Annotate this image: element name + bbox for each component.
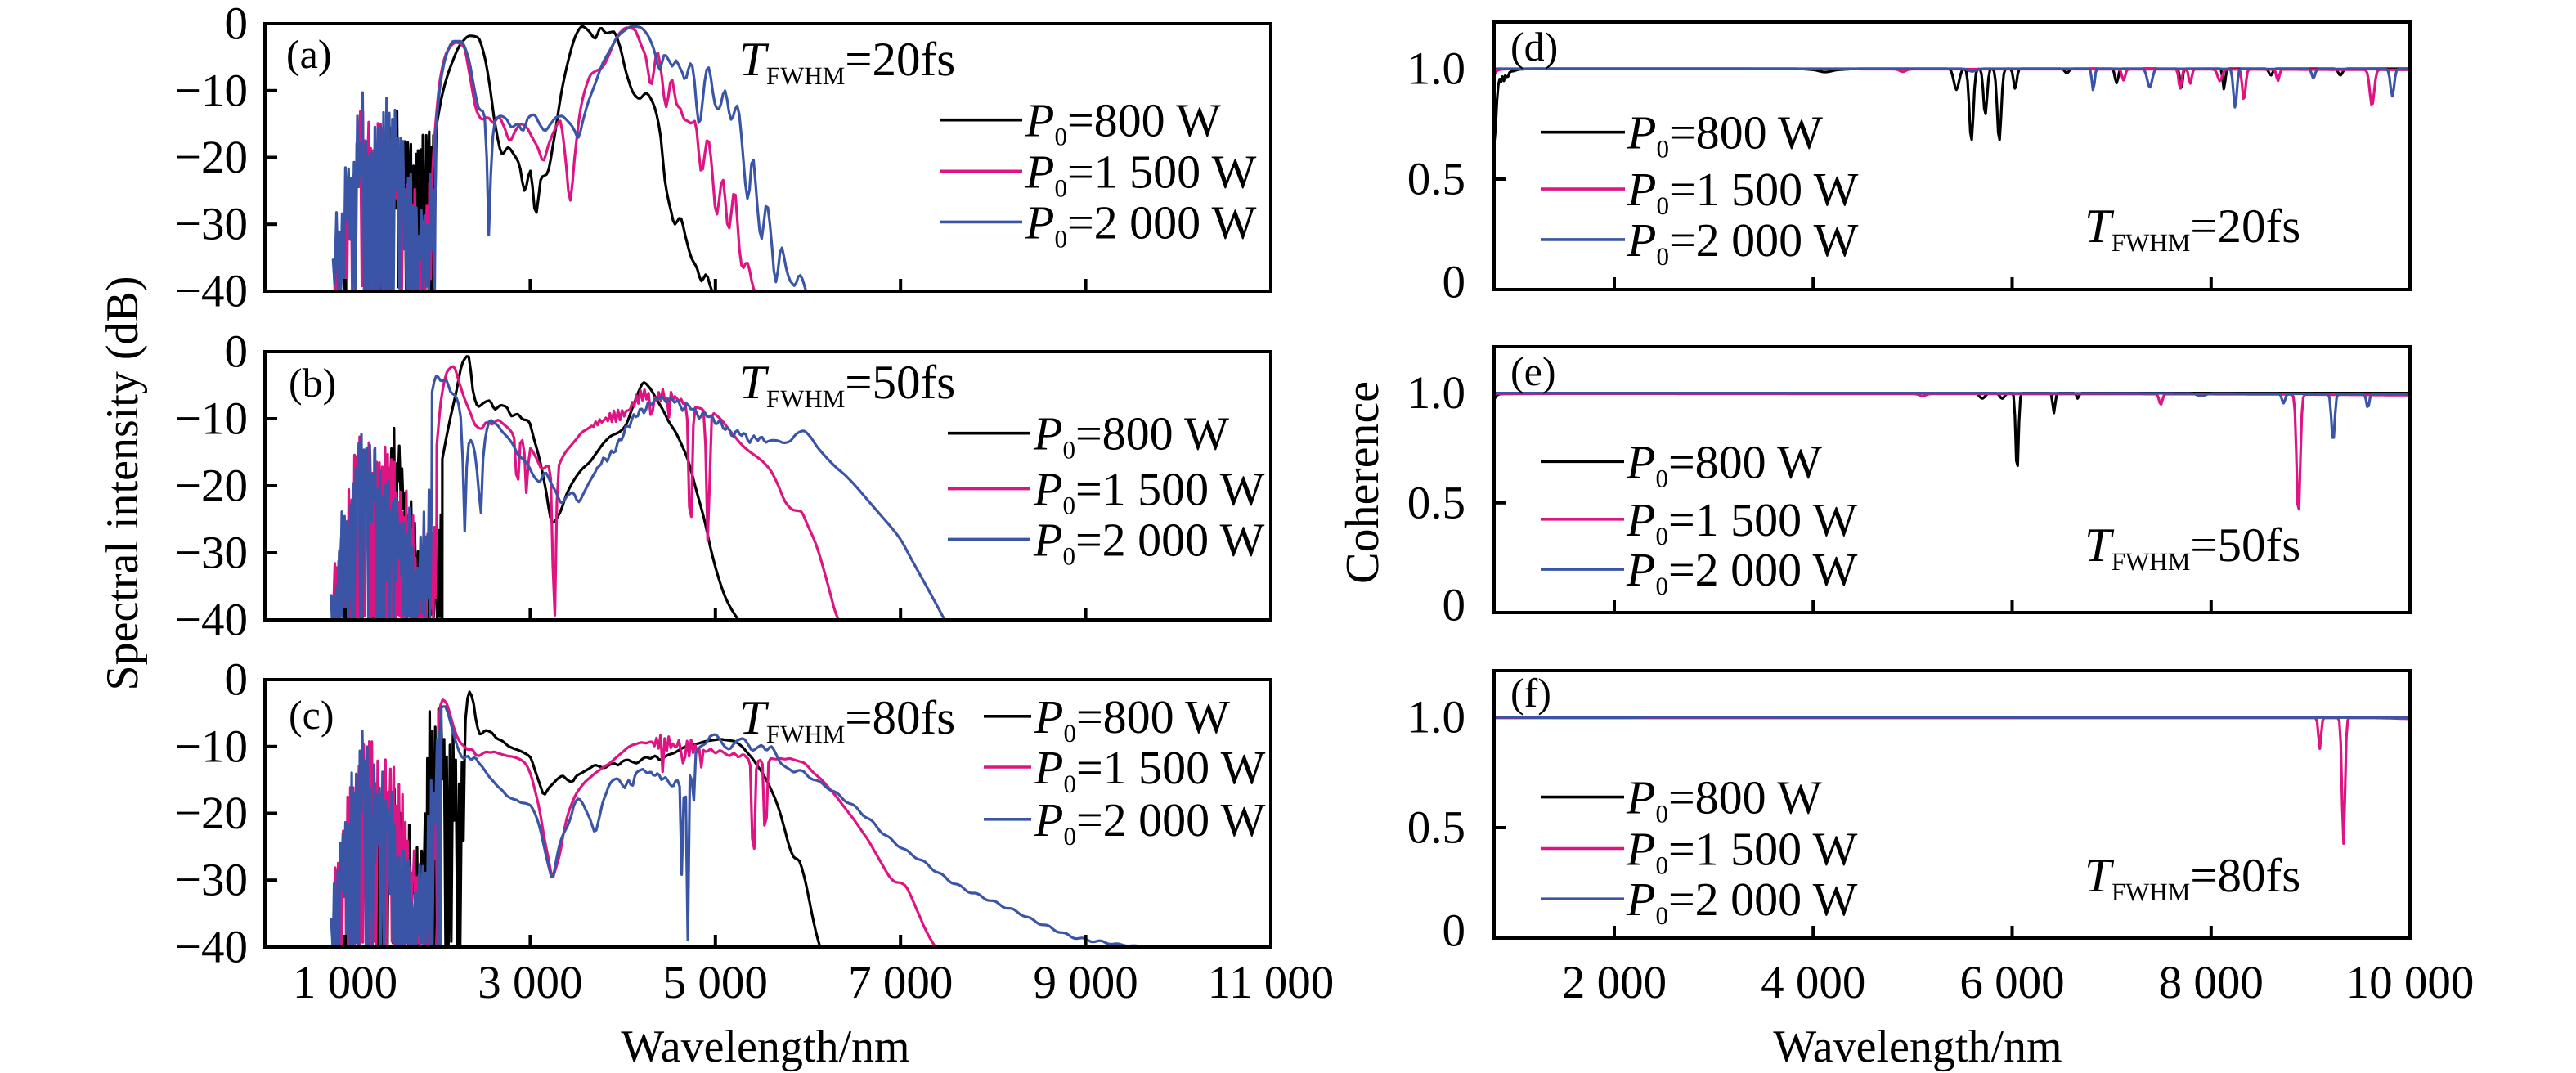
svg-text:−10: −10 xyxy=(175,721,248,772)
svg-text:1.0: 1.0 xyxy=(1407,692,1465,743)
svg-text:(b): (b) xyxy=(289,360,336,406)
svg-text:2 000: 2 000 xyxy=(1562,957,1667,1008)
svg-text:TFWHM=20fs: TFWHM=20fs xyxy=(2085,199,2300,257)
svg-text:7 000: 7 000 xyxy=(848,957,953,1008)
svg-text:(c): (c) xyxy=(289,692,334,738)
svg-text:(f): (f) xyxy=(1510,670,1551,716)
svg-text:P0=1 500 W: P0=1 500 W xyxy=(1033,463,1265,520)
svg-text:P0=1 500 W: P0=1 500 W xyxy=(1627,163,1859,220)
svg-text:0: 0 xyxy=(225,654,249,706)
svg-text:P0=1 500 W: P0=1 500 W xyxy=(1034,741,1266,798)
svg-text:−20: −20 xyxy=(175,788,248,839)
svg-text:TFWHM=80fs: TFWHM=80fs xyxy=(739,690,955,748)
svg-text:P0=1 500 W: P0=1 500 W xyxy=(1626,493,1858,550)
svg-text:0.5: 0.5 xyxy=(1407,154,1465,205)
svg-text:(a): (a) xyxy=(286,31,332,77)
svg-text:1.0: 1.0 xyxy=(1407,367,1465,419)
svg-text:P0=800 W: P0=800 W xyxy=(1626,771,1822,828)
svg-text:0.5: 0.5 xyxy=(1407,477,1465,528)
svg-text:0: 0 xyxy=(225,326,249,378)
svg-text:5 000: 5 000 xyxy=(663,957,768,1008)
svg-text:8 000: 8 000 xyxy=(2159,957,2264,1008)
svg-text:4 000: 4 000 xyxy=(1761,957,1865,1008)
svg-text:1 000: 1 000 xyxy=(293,957,397,1008)
svg-text:P0=1 500 W: P0=1 500 W xyxy=(1025,145,1257,202)
svg-text:(e): (e) xyxy=(1510,348,1556,394)
svg-text:1.0: 1.0 xyxy=(1407,43,1465,95)
svg-text:TFWHM=50fs: TFWHM=50fs xyxy=(739,355,955,413)
svg-text:−10: −10 xyxy=(175,65,248,116)
svg-text:P0=2 000 W: P0=2 000 W xyxy=(1627,213,1859,271)
svg-text:−20: −20 xyxy=(175,460,248,512)
svg-text:(d): (d) xyxy=(1510,24,1558,70)
svg-text:P0=2 000 W: P0=2 000 W xyxy=(1626,543,1858,600)
svg-text:P0=2 000 W: P0=2 000 W xyxy=(1034,793,1266,851)
svg-text:−40: −40 xyxy=(175,922,248,973)
svg-text:0: 0 xyxy=(1443,905,1466,957)
svg-text:−40: −40 xyxy=(175,595,248,646)
svg-text:P0=2 000 W: P0=2 000 W xyxy=(1626,873,1858,930)
svg-text:Wavelength/nm: Wavelength/nm xyxy=(621,1021,909,1072)
svg-text:0: 0 xyxy=(1443,580,1466,631)
svg-text:P0=800 W: P0=800 W xyxy=(1025,94,1221,151)
svg-text:TFWHM=50fs: TFWHM=50fs xyxy=(2085,518,2300,576)
svg-text:P0=2 000 W: P0=2 000 W xyxy=(1033,513,1265,570)
svg-text:−10: −10 xyxy=(175,393,248,445)
svg-text:TFWHM=20fs: TFWHM=20fs xyxy=(739,32,955,90)
svg-text:P0=800 W: P0=800 W xyxy=(1626,435,1822,492)
svg-text:P0=800 W: P0=800 W xyxy=(1627,106,1823,164)
svg-text:P0=800 W: P0=800 W xyxy=(1033,407,1229,465)
svg-text:P0=2 000 W: P0=2 000 W xyxy=(1025,195,1257,253)
svg-text:Coherence: Coherence xyxy=(1335,381,1389,584)
svg-text:TFWHM=80fs: TFWHM=80fs xyxy=(2085,848,2300,906)
svg-text:0: 0 xyxy=(1443,257,1466,308)
svg-text:3 000: 3 000 xyxy=(478,957,582,1008)
svg-text:P0=1 500 W: P0=1 500 W xyxy=(1626,823,1858,880)
svg-text:−20: −20 xyxy=(175,132,248,183)
svg-text:Spectral intensity (dB): Spectral intensity (dB) xyxy=(97,276,148,690)
svg-text:P0=800 W: P0=800 W xyxy=(1034,690,1230,748)
svg-text:Wavelength/nm: Wavelength/nm xyxy=(1773,1021,2062,1072)
svg-text:6 000: 6 000 xyxy=(1959,957,2064,1008)
svg-text:−40: −40 xyxy=(175,266,248,317)
svg-text:0.5: 0.5 xyxy=(1407,802,1465,854)
svg-text:9 000: 9 000 xyxy=(1033,957,1138,1008)
svg-text:11 000: 11 000 xyxy=(1208,957,1335,1008)
svg-text:−30: −30 xyxy=(175,528,248,579)
svg-text:10 000: 10 000 xyxy=(2346,957,2475,1008)
svg-text:0: 0 xyxy=(225,0,249,50)
svg-text:−30: −30 xyxy=(175,855,248,906)
svg-text:−30: −30 xyxy=(175,199,248,250)
